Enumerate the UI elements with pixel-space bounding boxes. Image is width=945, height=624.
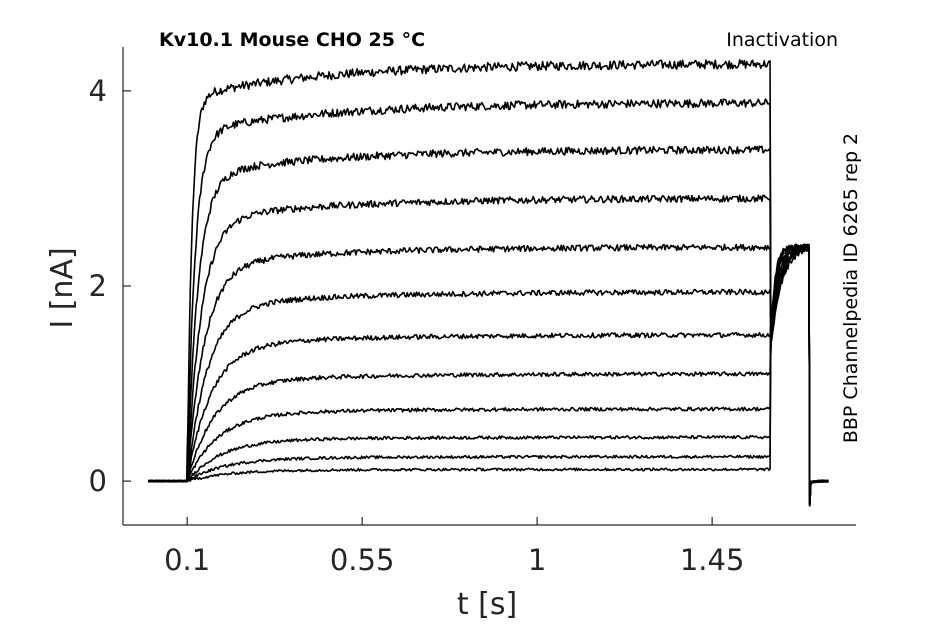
current-trace — [148, 247, 829, 507]
chart-title: Kv10.1 Mouse CHO 25 °C — [159, 29, 425, 51]
source-label: BBP Channelpedia ID 6265 rep 2 — [840, 133, 862, 443]
x-axis-label: t [s] — [457, 587, 517, 622]
x-ticks-group: 0.1 0.55 1 1.45 — [164, 517, 744, 577]
current-trace — [147, 59, 829, 507]
y-tick-label: 0 — [89, 464, 107, 498]
current-trace — [147, 243, 829, 507]
current-trace — [148, 245, 829, 507]
current-trace — [148, 245, 829, 507]
current-trace — [147, 243, 829, 507]
current-trace — [147, 245, 829, 507]
traces-group — [147, 59, 830, 507]
current-trace — [148, 244, 829, 507]
current-trace — [147, 194, 830, 507]
y-ticks-group: 0 2 4 — [89, 74, 131, 498]
current-trace — [148, 247, 829, 507]
current-trace — [148, 98, 829, 507]
y-tick-label: 4 — [89, 74, 107, 108]
current-trace — [148, 145, 829, 507]
x-tick-label: 1 — [528, 543, 546, 577]
x-tick-label: 1.45 — [680, 543, 745, 577]
x-tick-label: 0.1 — [164, 543, 210, 577]
protocol-label: Inactivation — [726, 29, 838, 51]
x-tick-label: 0.55 — [330, 543, 395, 577]
y-tick-label: 2 — [89, 269, 107, 303]
y-axis-label: I [nA] — [45, 247, 80, 328]
